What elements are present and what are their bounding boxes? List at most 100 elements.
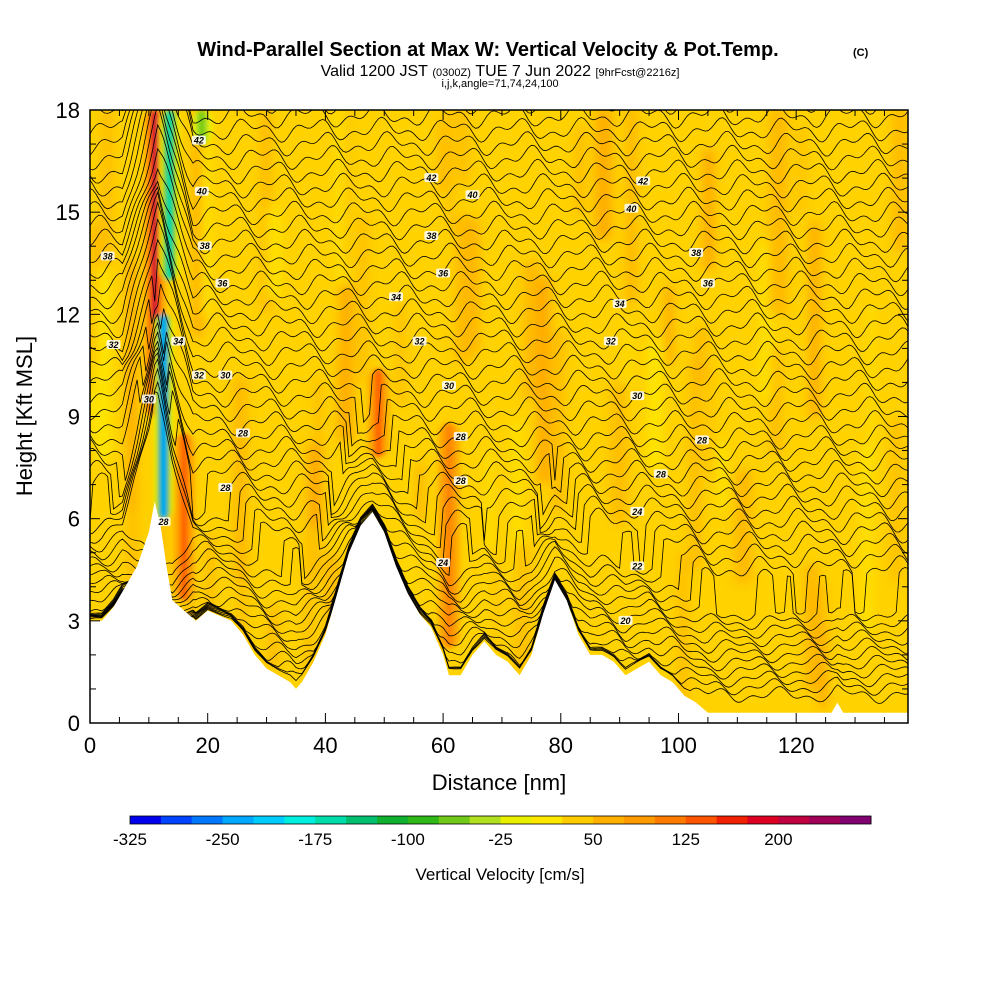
texture-streak	[717, 441, 727, 509]
pot-temp-contour	[90, 504, 908, 580]
colorbar-swatch	[160, 816, 193, 824]
colorbar-tick-label: -250	[206, 830, 240, 849]
pot-temp-contour	[90, 110, 908, 157]
contour-label: 38	[691, 248, 701, 258]
texture-streak	[406, 445, 412, 645]
x-tick-label: 40	[313, 733, 337, 758]
texture-streak	[334, 110, 345, 358]
texture-streak	[868, 302, 876, 467]
pot-temp-contour	[90, 110, 908, 213]
pot-temp-contour	[90, 352, 908, 507]
contour-label-bg	[156, 517, 171, 527]
contour-label: 32	[109, 340, 119, 350]
pot-temp-contour	[90, 147, 908, 269]
colorbar-swatch	[809, 816, 841, 824]
texture-streak	[398, 304, 404, 405]
downdraft-core	[198, 110, 205, 145]
colorbar-tick-label: 50	[584, 830, 603, 849]
pot-temp-contour	[90, 346, 908, 481]
contour-label-bg	[197, 241, 212, 251]
texture-streak	[690, 358, 701, 569]
texture-streak	[625, 222, 633, 309]
texture-streak	[734, 470, 752, 583]
texture-streak	[127, 259, 137, 511]
texture-streak	[457, 110, 470, 183]
contour-label: 34	[173, 337, 183, 347]
contour-label: 36	[438, 268, 449, 278]
texture-streak	[678, 552, 688, 706]
contour-label-bg	[141, 394, 156, 404]
contour-label: 22	[631, 561, 642, 571]
pot-temp-contour	[90, 110, 908, 129]
pot-temp-contour	[90, 238, 908, 366]
texture-streak	[413, 463, 425, 521]
texture-streak	[485, 449, 492, 693]
contour-label-bg	[630, 561, 645, 571]
pot-temp-contour	[90, 340, 908, 467]
texture-streak	[311, 442, 321, 527]
contour-label: 30	[632, 391, 642, 401]
y-axis-label: Height [Kft MSL]	[12, 336, 37, 496]
texture-streak	[770, 348, 781, 454]
colorbar-swatch	[407, 816, 440, 824]
texture-streak	[206, 535, 215, 654]
contour-label-bg	[191, 135, 206, 145]
texture-streak	[797, 128, 805, 214]
terrain-mask	[90, 501, 908, 723]
chart-subtitle: Valid 1200 JST (0300Z) TUE 7 Jun 2022 [9…	[321, 63, 680, 80]
pot-temp-contour	[90, 321, 908, 447]
colorbar-label: Vertical Velocity [cm/s]	[415, 865, 584, 884]
contour-label: 24	[631, 507, 642, 517]
pot-temp-contour	[90, 510, 908, 648]
x-tick-label: 100	[660, 733, 697, 758]
contour-label-bg	[171, 336, 186, 346]
colorbar-swatch	[778, 816, 810, 824]
colorbar-swatch	[531, 816, 563, 824]
pot-temp-contour	[90, 505, 908, 587]
texture-streak	[610, 383, 628, 524]
downdraft-core	[160, 314, 167, 519]
pot-temp-contour	[90, 110, 908, 227]
texture-streak	[893, 110, 907, 252]
pot-temp-contour	[90, 201, 908, 339]
pot-temp-contour	[90, 509, 908, 639]
contour-label-bg	[653, 469, 668, 479]
texture-streak	[448, 110, 454, 232]
colorbar-tick-label: 125	[672, 830, 700, 849]
pot-temp-contour	[90, 515, 908, 688]
pot-temp-contour	[90, 507, 908, 615]
colorbar-swatch	[593, 816, 625, 824]
contour-label-bg	[636, 176, 651, 186]
pot-temp-contour	[90, 503, 908, 567]
contour-label: 28	[455, 432, 466, 442]
contour-label-bg	[618, 615, 633, 625]
contour-label: 28	[219, 483, 230, 493]
y-tick-label: 15	[56, 200, 80, 225]
pot-temp-contour	[90, 123, 908, 255]
contour-label: 28	[655, 469, 666, 479]
colorbar-tick-label: -325	[113, 830, 147, 849]
colorbar-swatch	[840, 816, 872, 824]
texture-streak	[595, 110, 612, 240]
texture-streak	[513, 545, 531, 669]
contour-label: 42	[193, 136, 204, 146]
plot-area: 42 42 42 40 40 40 38 38 38 38 36 36 36 34 34 34 32 32 32 32…	[90, 110, 908, 723]
contour-label: 32	[194, 371, 204, 381]
colorbar-swatch	[500, 816, 532, 824]
contour-label: 30	[220, 371, 230, 381]
contour-label: 38	[426, 231, 436, 241]
pot-temp-contour	[90, 517, 908, 704]
texture-streak	[647, 339, 664, 470]
contour-label: 42	[425, 173, 436, 183]
contour-label-bg	[191, 370, 206, 380]
colorbar-tick-label: -175	[298, 830, 332, 849]
subtitle-valid: Valid 1200 JST	[321, 63, 429, 80]
contour-label: 28	[696, 435, 707, 445]
colorbar-swatch	[438, 816, 471, 824]
y-tick-label: 12	[56, 302, 80, 327]
pot-temp-contour	[90, 308, 908, 434]
contour-label-bg	[441, 380, 456, 390]
colorbar-swatch	[716, 816, 748, 824]
contour-label-bg	[612, 299, 627, 309]
contour-label-bg	[436, 268, 451, 278]
